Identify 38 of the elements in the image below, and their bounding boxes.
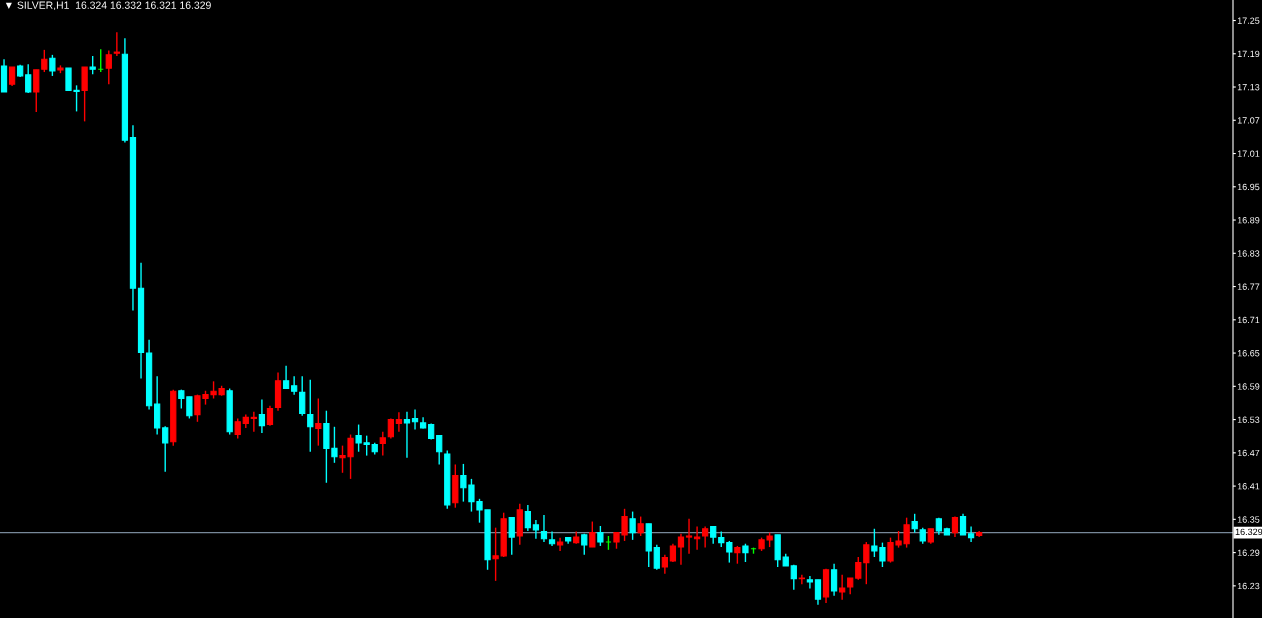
candlestick <box>452 463 459 509</box>
y-tick-label: 16.95 <box>1237 183 1260 191</box>
candlestick <box>774 534 781 568</box>
candlestick <box>629 510 636 541</box>
ref-line-label: 16.329 <box>1235 528 1262 536</box>
candlestick <box>226 387 233 436</box>
candlestick <box>685 518 693 555</box>
y-tick-label: 17.13 <box>1237 83 1260 91</box>
y-tick-label: 17.01 <box>1237 150 1260 157</box>
y-tick-label: 16.23 <box>1237 582 1260 590</box>
y-tick-label: 16.47 <box>1237 449 1260 457</box>
candlestick <box>49 54 56 77</box>
y-tick-label: 16.71 <box>1237 316 1260 324</box>
candlestick <box>41 49 48 73</box>
candlestick <box>81 66 88 123</box>
y-tick-label: 16.53 <box>1237 416 1260 423</box>
candlestick <box>863 541 870 585</box>
y-tick-label: 16.29 <box>1237 549 1260 556</box>
y-tick-label: 17.07 <box>1237 117 1260 124</box>
candlestick <box>726 540 733 564</box>
y-tick-label: 16.89 <box>1237 217 1260 224</box>
candlestick <box>597 525 604 547</box>
chart-title: ▼ SILVER,H1 16.324 16.332 16.321 16.329 <box>5 1 211 11</box>
y-tick-label: 17.25 <box>1237 17 1260 24</box>
y-tick-label: 16.65 <box>1237 350 1260 357</box>
candlestick <box>742 543 749 563</box>
y-tick-label: 16.59 <box>1237 383 1260 390</box>
y-tick-label: 17.19 <box>1237 50 1260 58</box>
candlestick <box>113 31 120 57</box>
candlestick <box>315 397 322 447</box>
y-tick-label: 16.83 <box>1237 250 1260 257</box>
candlestick <box>589 520 596 548</box>
candlestick <box>911 513 918 534</box>
candlestick <box>637 515 644 537</box>
y-tick-label: 16.77 <box>1237 283 1260 290</box>
y-tick-label: 16.41 <box>1237 483 1260 490</box>
y-tick-label: 16.35 <box>1237 516 1260 523</box>
candlestick <box>89 55 96 75</box>
